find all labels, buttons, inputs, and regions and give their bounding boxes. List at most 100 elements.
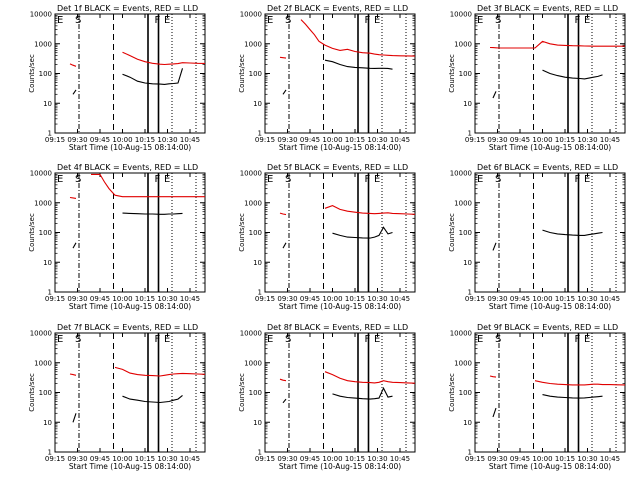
- detector-panel-9: Det 9f BLACK = Events, RED = LLD 1 10 100 10…: [448, 323, 626, 471]
- y-axis-label: Counts/sec: [28, 213, 36, 252]
- x-tick-label: 09:30: [277, 136, 297, 144]
- x-tick-label: 09:45: [90, 295, 110, 303]
- series-events-line: [492, 229, 603, 251]
- event-marker-label: E: [267, 174, 273, 185]
- x-axis-label: Start Time (10-Aug-15 08:14:00): [69, 302, 191, 311]
- x-tick-label: 10:15: [345, 295, 365, 303]
- x-tick-label: 10:45: [600, 136, 620, 144]
- x-tick-label: 10:15: [135, 295, 155, 303]
- event-marker-label: F: [155, 334, 161, 345]
- y-tick-label: 100: [249, 389, 262, 397]
- x-tick-label: 10:30: [367, 455, 387, 463]
- x-axis-label: Start Time (10-Aug-15 08:14:00): [279, 302, 401, 311]
- y-tick-label: 10000: [240, 170, 262, 178]
- y-tick-label: 1000: [244, 199, 262, 207]
- x-tick-label: 09:30: [67, 295, 87, 303]
- event-marker-label: S: [285, 174, 291, 185]
- x-tick-label: 09:30: [67, 136, 87, 144]
- series-events-line: [72, 68, 184, 95]
- y-tick-label: 10000: [30, 11, 52, 19]
- y-tick-label: 1: [468, 449, 472, 457]
- event-marker-label: F: [155, 174, 161, 185]
- y-tick-label: 10: [463, 259, 472, 267]
- event-marker-label: E: [164, 174, 170, 185]
- y-tick-label: 1000: [244, 359, 262, 367]
- event-marker-label: F: [365, 15, 371, 26]
- x-tick-label: 10:45: [390, 136, 410, 144]
- x-axis-label: Start Time (10-Aug-15 08:14:00): [279, 143, 401, 152]
- series-events-line: [282, 59, 393, 95]
- event-marker-label: E: [57, 174, 63, 185]
- panel-title: Det 9f BLACK = Events, RED = LLD: [477, 323, 618, 332]
- y-tick-label: 1000: [454, 199, 472, 207]
- x-tick-label: 09:45: [510, 136, 530, 144]
- detector-panel-8: Det 8f BLACK = Events, RED = LLD 1 10 100 10…: [238, 323, 416, 471]
- detector-panel-5: Det 5f BLACK = Events, RED = LLD 1 10 100 10…: [238, 163, 416, 311]
- y-tick-label: 1000: [454, 359, 472, 367]
- y-axis-label: Counts/sec: [238, 54, 246, 93]
- y-axis-label: Counts/sec: [238, 213, 246, 252]
- y-tick-label: 100: [249, 70, 262, 78]
- detector-panel-2: Det 2f BLACK = Events, RED = LLD 1 10 100 10…: [238, 4, 416, 152]
- x-tick-label: 10:30: [157, 455, 177, 463]
- y-tick-label: 10000: [450, 330, 472, 338]
- panel-title: Det 5f BLACK = Events, RED = LLD: [267, 163, 408, 172]
- x-tick-label: 10:15: [555, 295, 575, 303]
- y-tick-label: 1: [468, 130, 472, 138]
- x-tick-label: 09:45: [90, 455, 110, 463]
- y-tick-label: 10000: [240, 330, 262, 338]
- x-tick-label: 09:30: [487, 136, 507, 144]
- x-axis-label: Start Time (10-Aug-15 08:14:00): [489, 462, 611, 471]
- y-tick-label: 10: [253, 259, 262, 267]
- event-marker-label: E: [267, 334, 273, 345]
- x-tick-label: 09:30: [487, 455, 507, 463]
- y-tick-label: 100: [39, 229, 52, 237]
- x-tick-label: 09:30: [487, 295, 507, 303]
- x-tick-label: 09:15: [255, 295, 275, 303]
- x-axis-label: Start Time (10-Aug-15 08:14:00): [489, 143, 611, 152]
- x-tick-label: 10:45: [600, 295, 620, 303]
- detector-panel-3: Det 3f BLACK = Events, RED = LLD 1 10 100 10…: [448, 4, 626, 152]
- y-tick-label: 1000: [244, 40, 262, 48]
- x-tick-label: 10:15: [135, 455, 155, 463]
- event-marker-label: E: [477, 334, 483, 345]
- x-tick-label: 09:15: [465, 295, 485, 303]
- panel-title: Det 3f BLACK = Events, RED = LLD: [477, 4, 618, 13]
- x-tick-label: 10:00: [322, 455, 342, 463]
- y-tick-label: 10000: [450, 170, 472, 178]
- event-marker-label: F: [365, 174, 371, 185]
- x-tick-label: 10:00: [112, 136, 132, 144]
- series-lld-line: [279, 371, 416, 384]
- y-tick-label: 1: [258, 289, 262, 297]
- y-tick-label: 1000: [454, 40, 472, 48]
- y-tick-label: 100: [459, 70, 472, 78]
- series-events-line: [282, 226, 393, 249]
- detector-panel-4: Det 4f BLACK = Events, RED = LLD 1 10 100 10…: [28, 163, 206, 311]
- panel-title: Det 1f BLACK = Events, RED = LLD: [57, 4, 198, 13]
- event-marker-label: S: [495, 15, 501, 26]
- x-tick-label: 09:15: [465, 136, 485, 144]
- y-axis-label: Counts/sec: [448, 213, 456, 252]
- panel-title: Det 2f BLACK = Events, RED = LLD: [267, 4, 408, 13]
- detector-panel-6: Det 6f BLACK = Events, RED = LLD 1 10 100 10…: [448, 163, 626, 311]
- x-tick-label: 10:00: [532, 295, 552, 303]
- y-tick-label: 10000: [30, 330, 52, 338]
- x-tick-label: 09:45: [300, 295, 320, 303]
- event-marker-label: E: [164, 334, 170, 345]
- x-tick-label: 09:15: [45, 455, 65, 463]
- y-tick-label: 100: [39, 70, 52, 78]
- detector-panel-7: Det 7f BLACK = Events, RED = LLD 1 10 100 10…: [28, 323, 206, 471]
- y-axis-label: Counts/sec: [448, 54, 456, 93]
- event-marker-label: E: [477, 174, 483, 185]
- y-tick-label: 1000: [34, 359, 52, 367]
- x-tick-label: 09:30: [277, 455, 297, 463]
- x-tick-label: 09:30: [277, 295, 297, 303]
- y-axis-label: Counts/sec: [238, 373, 246, 412]
- x-tick-label: 09:45: [510, 455, 530, 463]
- x-tick-label: 09:15: [255, 136, 275, 144]
- event-marker-label: F: [575, 174, 581, 185]
- event-marker-label: F: [575, 15, 581, 26]
- panel-title: Det 6f BLACK = Events, RED = LLD: [477, 163, 618, 172]
